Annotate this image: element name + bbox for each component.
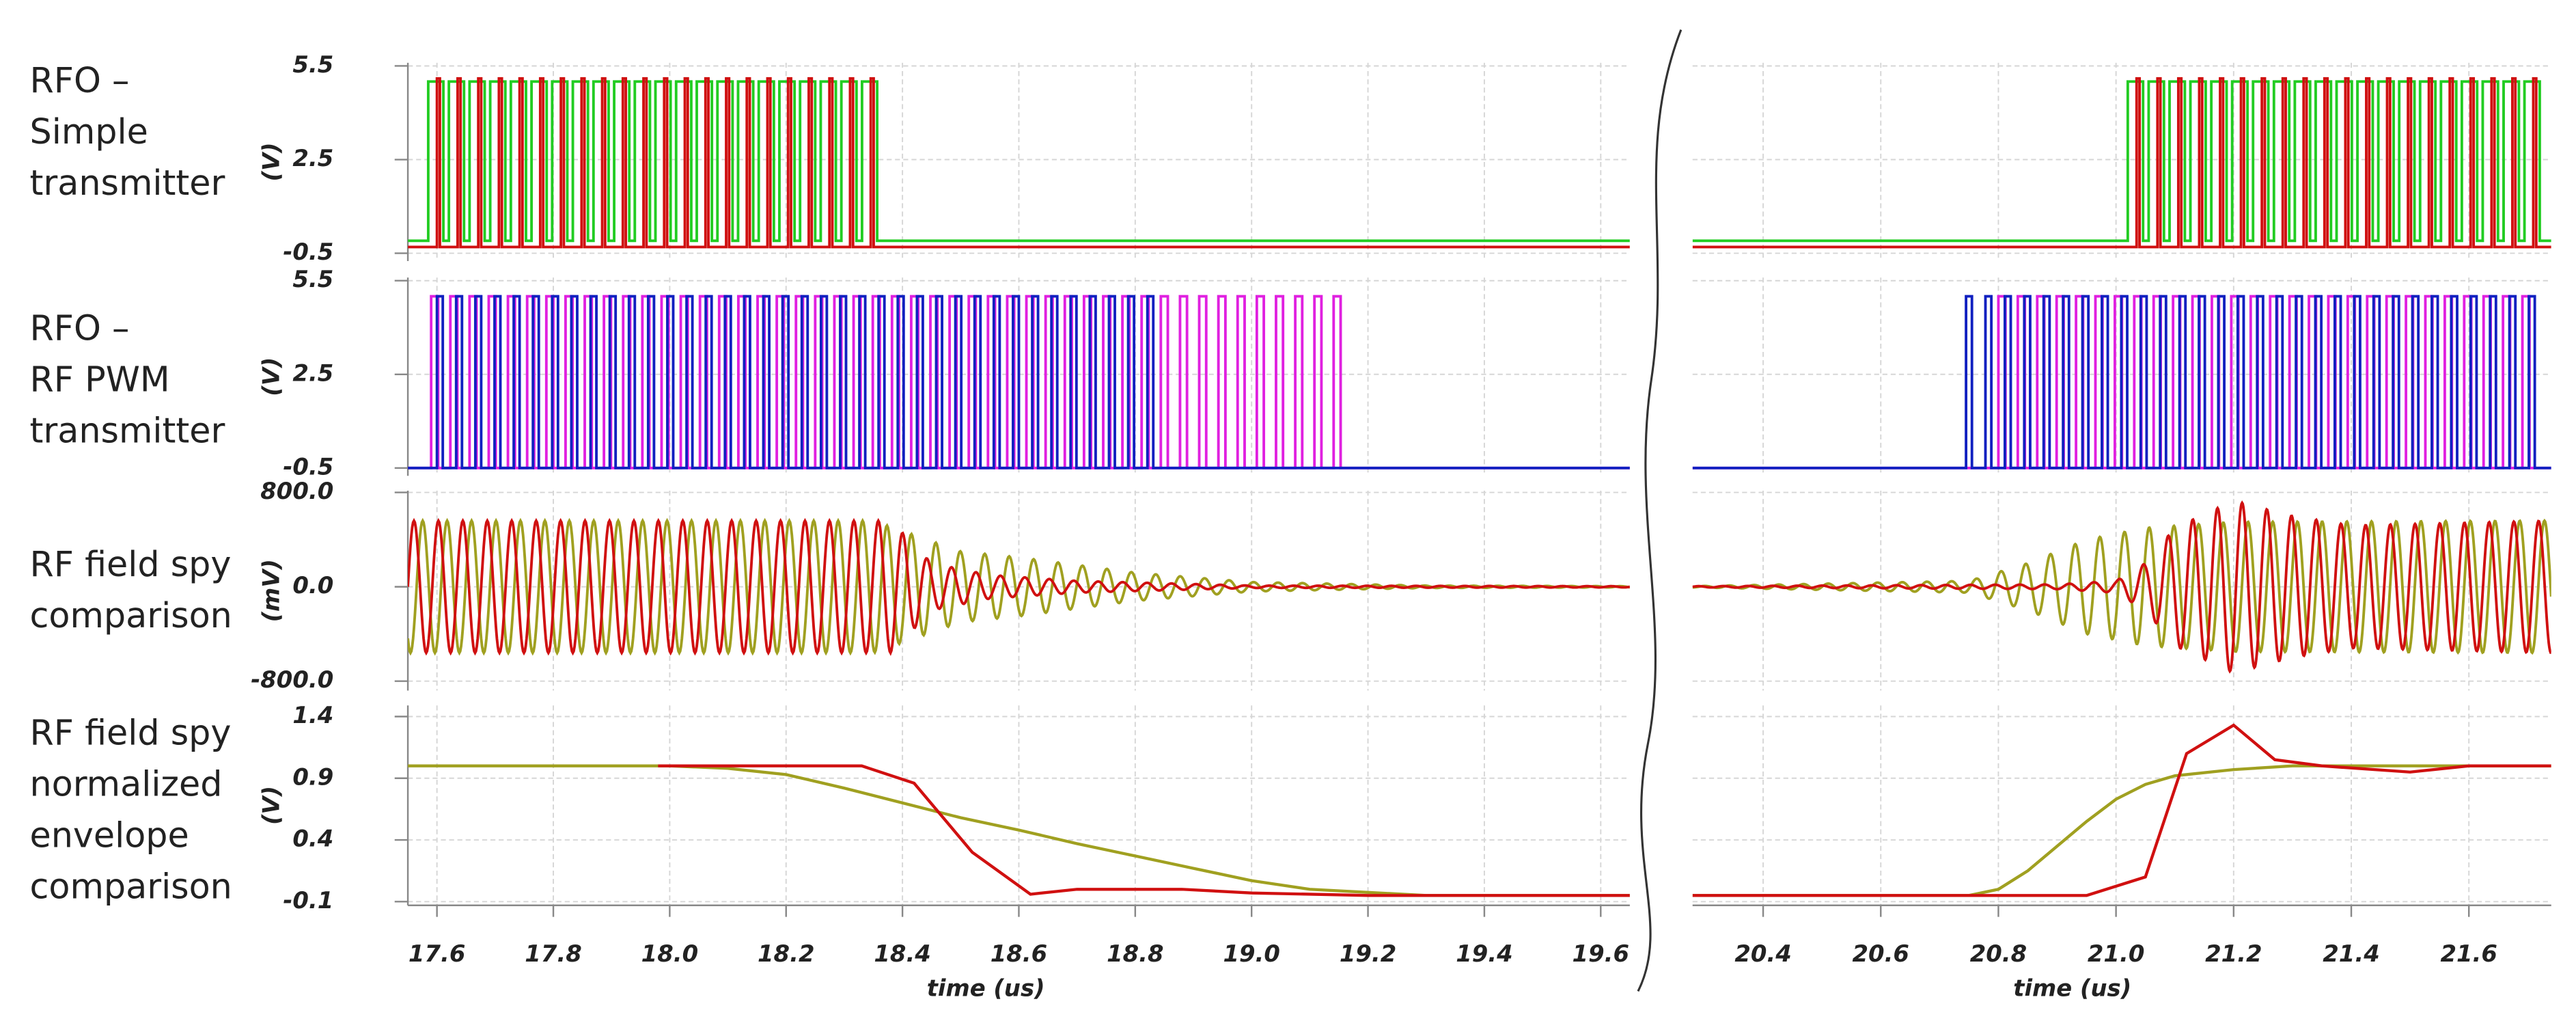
x-axis-label: time (us) bbox=[927, 975, 1045, 1002]
y-tick-label: -0.1 bbox=[283, 887, 333, 914]
x-tick-label: 18.0 bbox=[641, 940, 698, 967]
x-axis-label: time (us) bbox=[2013, 975, 2131, 1002]
x-tick-label: 20.6 bbox=[1853, 940, 1909, 967]
panel-label: transmitter bbox=[30, 410, 225, 450]
y-tick-label: 2.5 bbox=[292, 359, 333, 386]
rf-waveform bbox=[408, 517, 1630, 656]
y-tick-label: 800.0 bbox=[260, 478, 333, 504]
panel-label: RFO – bbox=[30, 308, 130, 349]
panel-label: RFO – bbox=[30, 60, 130, 100]
panel-label: normalized bbox=[30, 764, 223, 804]
plot-area bbox=[1692, 77, 2551, 249]
panel-label: RF field spy bbox=[30, 713, 232, 753]
pulse-train bbox=[1692, 77, 2551, 249]
y-axis-label: (V) bbox=[258, 142, 284, 181]
plot-area bbox=[1692, 723, 2551, 897]
x-tick-label: 21.0 bbox=[2088, 940, 2144, 967]
panel-label: comparison bbox=[30, 595, 232, 636]
x-tick-label: 18.4 bbox=[874, 940, 930, 967]
pulse-train bbox=[1692, 295, 2551, 469]
panel-label: transmitter bbox=[30, 163, 225, 203]
x-tick-label: 20.8 bbox=[1970, 940, 2027, 967]
y-tick-label: -800.0 bbox=[251, 666, 333, 693]
pulse-train bbox=[408, 295, 1630, 469]
x-tick-label: 20.4 bbox=[1734, 940, 1791, 967]
rf-waveform bbox=[1692, 500, 2551, 674]
y-tick-label: 0.0 bbox=[292, 572, 333, 599]
x-tick-label: 18.8 bbox=[1107, 940, 1163, 967]
x-tick-label: 17.8 bbox=[525, 940, 581, 967]
x-tick-label: 21.6 bbox=[2440, 940, 2497, 967]
x-tick-label: 19.2 bbox=[1340, 940, 1396, 967]
y-tick-label: 0.9 bbox=[292, 763, 333, 790]
y-axis-label: (V) bbox=[258, 786, 284, 825]
panel-label: envelope bbox=[30, 815, 189, 856]
x-tick-label: 19.0 bbox=[1223, 940, 1279, 967]
plot-area bbox=[408, 517, 1630, 656]
plot-area bbox=[408, 295, 1630, 469]
y-tick-label: -0.5 bbox=[283, 453, 333, 480]
x-tick-label: 21.2 bbox=[2205, 940, 2262, 967]
plot-area bbox=[1692, 500, 2551, 674]
y-tick-label: -0.5 bbox=[283, 239, 333, 265]
rf-waveform bbox=[408, 517, 1630, 656]
y-tick-label: 0.4 bbox=[292, 826, 333, 852]
envelope-line bbox=[408, 764, 1630, 897]
x-tick-label: 18.2 bbox=[758, 940, 814, 967]
y-axis-label: (V) bbox=[258, 357, 284, 396]
envelope-line bbox=[1692, 764, 2551, 897]
envelope-line bbox=[658, 764, 1630, 897]
axis-break bbox=[1637, 29, 1682, 992]
plot-area bbox=[408, 77, 1630, 249]
y-axis-label: (mV) bbox=[258, 559, 284, 622]
x-tick-label: 17.6 bbox=[408, 940, 465, 967]
y-tick-label: 2.5 bbox=[292, 145, 333, 172]
panel-label: RF PWM bbox=[30, 359, 170, 399]
plot-area bbox=[1692, 295, 2551, 469]
y-tick-label: 5.5 bbox=[292, 266, 333, 292]
panel-label: comparison bbox=[30, 867, 232, 907]
x-tick-label: 18.6 bbox=[991, 940, 1047, 967]
plot-area bbox=[408, 764, 1630, 897]
panel-label: RF field spy bbox=[30, 544, 232, 584]
pulse-train bbox=[1692, 80, 2551, 243]
y-tick-label: 5.5 bbox=[292, 51, 333, 78]
x-tick-label: 21.4 bbox=[2323, 940, 2379, 967]
x-tick-label: 19.4 bbox=[1456, 940, 1512, 967]
y-tick-label: 1.4 bbox=[292, 702, 333, 729]
panel-label: Simple bbox=[30, 111, 148, 152]
envelope-line bbox=[1692, 723, 2551, 897]
x-tick-label: 19.6 bbox=[1573, 940, 1629, 967]
pulse-train bbox=[408, 77, 1630, 249]
